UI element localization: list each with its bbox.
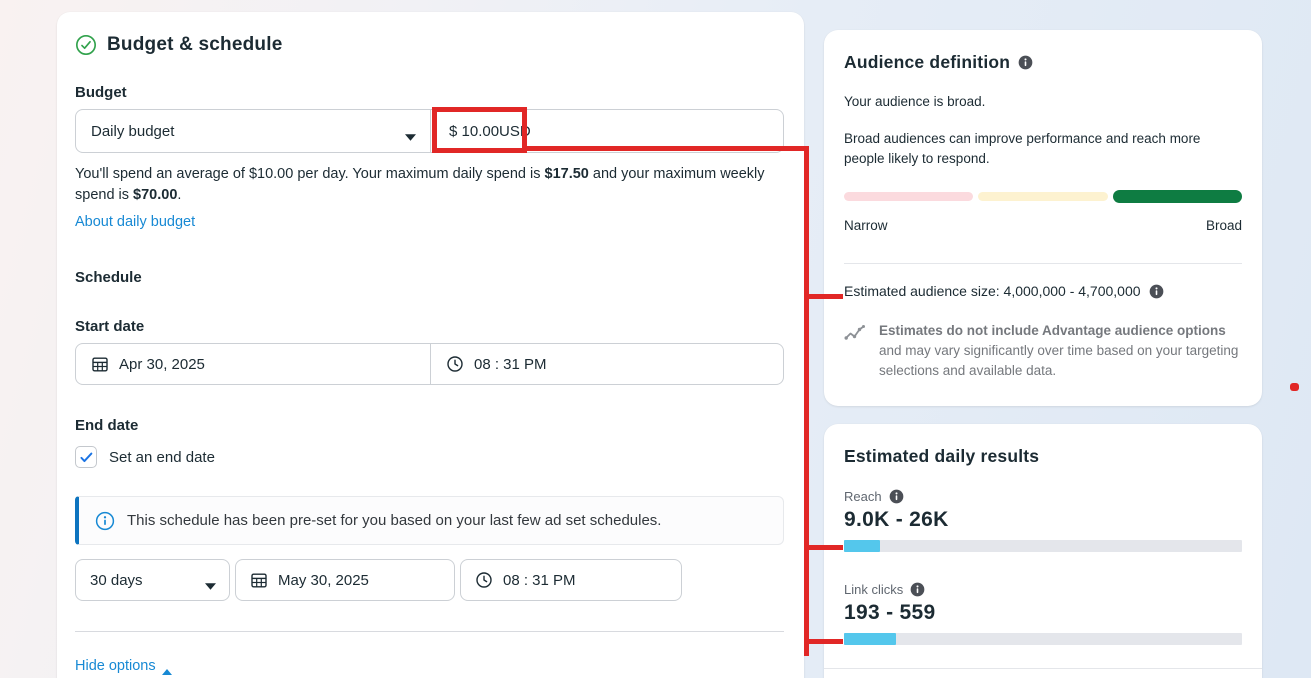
end-time-value: 08 : 31 PM: [503, 571, 576, 589]
about-daily-budget-link[interactable]: About daily budget: [75, 214, 196, 230]
info-icon[interactable]: [910, 582, 925, 597]
schedule-label: Schedule: [75, 269, 142, 286]
spend-summary-text: You'll spend an average of $10.00 per da…: [75, 166, 765, 203]
end-date-value: May 30, 2025: [278, 571, 369, 589]
reach-bar: [844, 540, 1242, 552]
reach-value: 9.0K - 26K: [844, 508, 949, 531]
broad-label: Broad: [1205, 218, 1242, 233]
info-circle-icon: [95, 511, 115, 531]
estimated-daily-results-title: Estimated daily results: [844, 446, 1040, 466]
link-clicks-bar-fill: [844, 633, 896, 645]
link-clicks-value: 193 - 559: [844, 601, 936, 624]
chevron-down-icon: [205, 577, 216, 590]
hide-options-link[interactable]: Hide options: [75, 658, 172, 675]
start-date-label: Start date: [75, 318, 145, 335]
banner-text: This schedule has been pre-set for you b…: [127, 512, 662, 529]
budget-input-row: Daily budget $ 10.00 USD: [75, 109, 784, 153]
trend-line-icon: [844, 322, 866, 344]
budget-type-value: Daily budget: [91, 122, 175, 140]
calendar-icon: [91, 355, 109, 373]
annotation-line-vertical: [804, 146, 809, 656]
section-divider: [75, 631, 784, 632]
duration-dropdown[interactable]: 30 days: [75, 559, 230, 601]
budget-schedule-card: Budget & schedule Budget Daily budget $ …: [57, 12, 804, 678]
info-icon[interactable]: [1149, 284, 1164, 299]
section-title: Budget & schedule: [107, 34, 283, 55]
chevron-up-icon: [161, 663, 172, 675]
hide-options-text: Hide options: [75, 658, 156, 674]
audience-description-text: Broad audiences can improve performance …: [844, 131, 1201, 166]
set-end-date-row: Set an end date: [75, 444, 784, 470]
info-icon[interactable]: [1018, 55, 1033, 70]
estimates-note: Estimates do not include Advantage audie…: [844, 321, 1242, 381]
link-clicks-bar: [844, 633, 1242, 645]
start-time-value: 08 : 31 PM: [474, 355, 547, 373]
gauge-segment-middle: [978, 192, 1108, 201]
end-datetime-row: 30 days May 30, 2025 08 : 31 PM: [75, 559, 784, 601]
estimated-audience-size-text: Estimated audience size: 4,000,000 - 4,7…: [844, 283, 1141, 299]
gauge-segment-broad-active: [1112, 190, 1242, 203]
clock-icon: [446, 355, 464, 373]
narrow-label: Narrow: [844, 218, 888, 233]
budget-type-dropdown[interactable]: Daily budget: [76, 110, 431, 152]
estimated-daily-results-card: Estimated daily results Reach 9.0K - 26K…: [824, 424, 1262, 678]
gauge-segment-narrow: [844, 192, 974, 201]
set-end-date-text: Set an end date: [109, 448, 215, 466]
end-date-field[interactable]: May 30, 2025: [235, 559, 455, 601]
audience-definition-card: Audience definition Your audience is bro…: [824, 30, 1262, 406]
reach-label: Reach: [844, 489, 882, 504]
panel-divider: [824, 668, 1262, 669]
budget-label: Budget: [75, 84, 127, 101]
duration-value: 30 days: [90, 571, 143, 589]
info-icon[interactable]: [889, 489, 904, 504]
start-time-field[interactable]: 08 : 31 PM: [431, 344, 783, 384]
budget-amount-field[interactable]: $ 10.00 USD: [431, 110, 783, 152]
schedule-preset-banner: This schedule has been pre-set for you b…: [75, 496, 784, 545]
currency-label: USD: [499, 122, 531, 140]
audience-status-text: Your audience is broad.: [844, 94, 986, 109]
end-time-field[interactable]: 08 : 31 PM: [460, 559, 682, 601]
budget-schedule-header: Budget & schedule: [75, 33, 784, 57]
set-end-date-checkbox[interactable]: [75, 446, 97, 468]
end-date-label: End date: [75, 417, 139, 434]
start-date-value: Apr 30, 2025: [119, 355, 205, 373]
budget-amount-value[interactable]: $ 10.00: [449, 122, 500, 140]
calendar-icon: [250, 571, 268, 589]
audience-definition-title: Audience definition: [844, 52, 1011, 72]
annotation-red-dot: [1290, 383, 1299, 391]
panel-divider: [844, 263, 1242, 264]
check-circle-icon: [75, 34, 97, 56]
start-date-field[interactable]: Apr 30, 2025: [76, 344, 431, 384]
audience-breadth-gauge: [844, 190, 1242, 203]
start-datetime-row: Apr 30, 2025 08 : 31 PM: [75, 343, 784, 385]
link-clicks-label: Link clicks: [844, 582, 904, 597]
reach-bar-fill: [844, 540, 880, 552]
chevron-down-icon: [405, 128, 416, 141]
clock-icon: [475, 571, 493, 589]
